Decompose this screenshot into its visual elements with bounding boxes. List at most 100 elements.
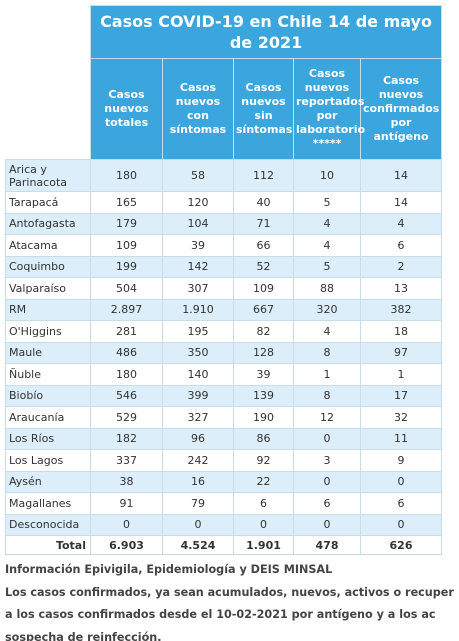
table-row: Ñuble 180 140 39 1 1 xyxy=(5,363,443,386)
region-cell: RM xyxy=(5,298,91,321)
cell: 242 xyxy=(162,449,234,472)
table-row: Tarapacá 165 120 40 5 14 xyxy=(5,191,443,214)
cell: 109 xyxy=(90,234,163,257)
region-cell: Los Lagos xyxy=(5,449,91,472)
region-cell: Desconocida xyxy=(5,513,91,536)
total-row: Total 6.903 4.524 1.901 478 626 xyxy=(5,535,443,555)
total-cell: 1.901 xyxy=(233,535,294,555)
cell: 0 xyxy=(162,513,234,536)
table-row: RM 2.897 1.910 667 320 382 xyxy=(5,298,443,321)
cell: 104 xyxy=(162,212,234,235)
cell: 165 xyxy=(90,191,163,214)
cell: 4 xyxy=(293,234,361,257)
cell: 1 xyxy=(359,363,443,386)
column-header: Casos nuevos con síntomas xyxy=(162,58,234,160)
cell: 504 xyxy=(90,277,163,300)
footer-line: Los casos confirmados, ya sean acumulado… xyxy=(5,585,454,599)
cell: 399 xyxy=(162,384,234,407)
cell: 1.910 xyxy=(162,298,234,321)
covid-table: Casos COVID-19 en Chile 14 de mayo de 20… xyxy=(5,5,443,555)
region-cell: Atacama xyxy=(5,234,91,257)
region-cell: Araucanía xyxy=(5,406,91,429)
cell: 180 xyxy=(90,159,163,192)
cell: 32 xyxy=(359,406,443,429)
cell: 1 xyxy=(293,363,361,386)
cell: 52 xyxy=(233,255,294,278)
cell: 18 xyxy=(359,320,443,343)
cell: 12 xyxy=(293,406,361,429)
table-row: Aysén 38 16 22 0 0 xyxy=(5,470,443,493)
table-row: Valparaíso 504 307 109 88 13 xyxy=(5,277,443,300)
cell: 5 xyxy=(293,191,361,214)
cell: 17 xyxy=(359,384,443,407)
region-cell: Magallanes xyxy=(5,492,91,515)
cell: 82 xyxy=(233,320,294,343)
cell: 4 xyxy=(359,212,443,235)
cell: 16 xyxy=(162,470,234,493)
table-row: Biobío 546 399 139 8 17 xyxy=(5,384,443,407)
cell: 179 xyxy=(90,212,163,235)
cell: 182 xyxy=(90,427,163,450)
table-row: Coquimbo 199 142 52 5 2 xyxy=(5,255,443,278)
region-cell: Valparaíso xyxy=(5,277,91,300)
footer-line: sospecha de reinfección. xyxy=(5,630,162,641)
cell: 0 xyxy=(293,513,361,536)
cell: 140 xyxy=(162,363,234,386)
region-cell: Biobío xyxy=(5,384,91,407)
cell: 4 xyxy=(293,320,361,343)
cell: 4 xyxy=(293,212,361,235)
region-cell: Coquimbo xyxy=(5,255,91,278)
cell: 199 xyxy=(90,255,163,278)
cell: 39 xyxy=(162,234,234,257)
cell: 6 xyxy=(359,234,443,257)
cell: 350 xyxy=(162,341,234,364)
blank-cell xyxy=(5,5,91,59)
table-row: Magallanes 91 79 6 6 6 xyxy=(5,492,443,515)
cell: 3 xyxy=(293,449,361,472)
source: Información Epivigila, Epidemiología y D… xyxy=(5,563,333,576)
cell: 88 xyxy=(293,277,361,300)
total-cell: 6.903 xyxy=(90,535,163,555)
total-cell: 478 xyxy=(293,535,361,555)
cell: 9 xyxy=(359,449,443,472)
title-row: Casos COVID-19 en Chile 14 de mayo de 20… xyxy=(5,5,443,59)
column-header: Casos nuevos totales xyxy=(90,58,163,160)
blank-cell xyxy=(5,58,91,160)
cell: 327 xyxy=(162,406,234,429)
cell: 22 xyxy=(233,470,294,493)
cell: 2 xyxy=(359,255,443,278)
cell: 320 xyxy=(293,298,361,321)
cell: 40 xyxy=(233,191,294,214)
region-cell: Maule xyxy=(5,341,91,364)
region-cell: Arica y Parinacota xyxy=(5,159,91,192)
cell: 58 xyxy=(162,159,234,192)
region-cell: O'Higgins xyxy=(5,320,91,343)
cell: 180 xyxy=(90,363,163,386)
cell: 112 xyxy=(233,159,294,192)
cell: 0 xyxy=(90,513,163,536)
cell: 86 xyxy=(233,427,294,450)
table-row: Atacama 109 39 66 4 6 xyxy=(5,234,443,257)
cell: 38 xyxy=(90,470,163,493)
table-row: Desconocida 0 0 0 0 0 xyxy=(5,513,443,536)
cell: 529 xyxy=(90,406,163,429)
cell: 39 xyxy=(233,363,294,386)
region-cell: Ñuble xyxy=(5,363,91,386)
cell: 337 xyxy=(90,449,163,472)
cell: 8 xyxy=(293,341,361,364)
cell: 71 xyxy=(233,212,294,235)
cell: 667 xyxy=(233,298,294,321)
header-row: Casos nuevos totales Casos nuevos con sín… xyxy=(5,58,443,160)
cell: 0 xyxy=(293,427,361,450)
cell: 0 xyxy=(233,513,294,536)
cell: 281 xyxy=(90,320,163,343)
cell: 66 xyxy=(233,234,294,257)
cell: 97 xyxy=(359,341,443,364)
cell: 5 xyxy=(293,255,361,278)
cell: 10 xyxy=(293,159,361,192)
cell: 79 xyxy=(162,492,234,515)
cell: 0 xyxy=(359,470,443,493)
table-row: Antofagasta 179 104 71 4 4 xyxy=(5,212,443,235)
table-body: Arica y Parinacota 180 58 112 10 14 Tarapacá 16… xyxy=(5,159,443,555)
cell: 96 xyxy=(162,427,234,450)
